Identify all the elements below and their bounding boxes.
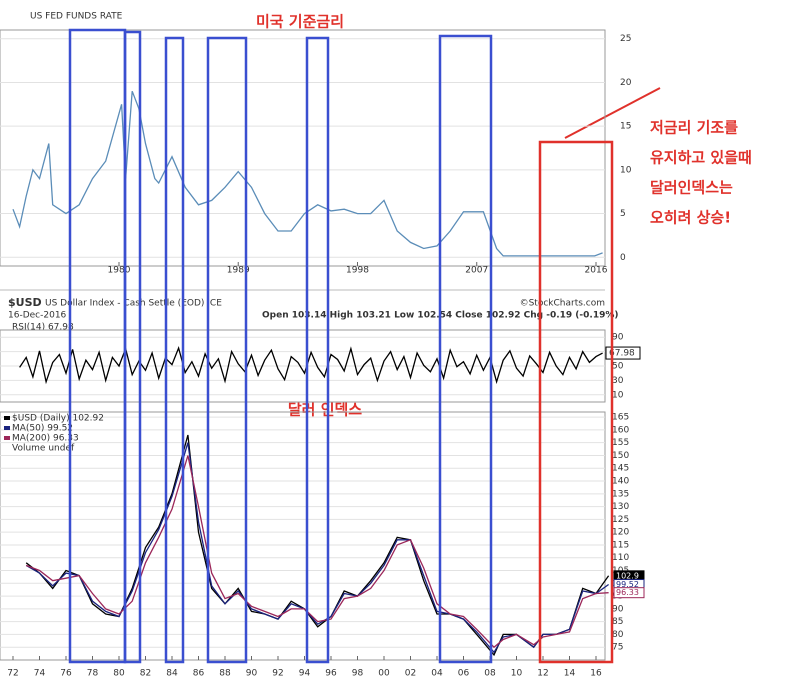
note-line: 오히려 상승! — [650, 209, 731, 227]
data-line — [25, 442, 609, 654]
legend-label: MA(200) 96.33 — [12, 434, 79, 444]
plot-frame — [0, 411, 606, 661]
period-box — [123, 30, 142, 664]
x-tick-label: 1989 — [227, 266, 250, 276]
data-line — [12, 90, 603, 257]
y-tick-label: 90 — [612, 604, 624, 614]
x-tick-label: 86 — [193, 669, 205, 679]
x-tick-label: 16 — [590, 669, 602, 679]
note-line: 저금리 기조를 — [650, 119, 738, 137]
y-tick-label: 75 — [612, 643, 623, 653]
y-tick-label: 115 — [612, 540, 629, 550]
x-tick-label: 74 — [34, 669, 46, 679]
y-tick-label: 5 — [620, 209, 626, 219]
y-tick-label: 90 — [612, 333, 624, 343]
legend-swatch — [4, 416, 10, 420]
x-tick-label: 88 — [219, 669, 231, 679]
y-tick-label: 145 — [612, 464, 629, 474]
end-label: 102.9 — [616, 571, 639, 580]
y-tick-label: 165 — [612, 413, 629, 423]
x-tick-label: 84 — [166, 669, 178, 679]
x-tick-label: 08 — [484, 669, 496, 679]
x-tick-label: 76 — [60, 669, 72, 679]
x-tick-label: 90 — [246, 669, 258, 679]
annotation: 미국 기준금리 — [256, 13, 344, 31]
x-tick-label: 00 — [378, 669, 390, 679]
legend-swatch — [4, 436, 10, 440]
end-label-box — [613, 587, 645, 599]
y-tick-label: 140 — [612, 477, 629, 487]
x-tick-label: 78 — [87, 669, 99, 679]
panel-title: $USD — [8, 296, 42, 309]
legend-swatch — [4, 426, 10, 430]
x-tick-label: 80 — [113, 669, 125, 679]
x-tick-label: 82 — [140, 669, 151, 679]
chart-title: US FED FUNDS RATE — [30, 12, 123, 22]
y-tick-label: 30 — [612, 376, 624, 386]
y-tick-label: 20 — [620, 78, 632, 88]
period-box — [206, 36, 248, 664]
y-tick-label: 130 — [612, 502, 629, 512]
x-tick-label: 1980 — [108, 266, 131, 276]
x-tick-label: 2007 — [465, 266, 488, 276]
arrow-line — [564, 87, 661, 139]
y-tick-label: 10 — [620, 165, 632, 175]
y-tick-label: 85 — [612, 617, 623, 627]
plot-frame — [0, 29, 606, 267]
period-box — [164, 36, 185, 664]
rsi-title: RSI(14) 67.98 — [12, 323, 74, 333]
value-label: 67.98 — [609, 349, 635, 359]
y-tick-label: 15 — [620, 122, 631, 132]
note-line: 유지하고 있을때 — [650, 149, 752, 167]
y-tick-label: 0 — [620, 253, 626, 263]
y-tick-label: 155 — [612, 438, 629, 448]
x-tick-label: 10 — [511, 669, 523, 679]
y-tick-label: 150 — [612, 451, 629, 461]
source: ©StockCharts.com — [520, 299, 605, 309]
y-tick-label: 125 — [612, 515, 629, 525]
legend-label: MA(50) 99.52 — [12, 424, 73, 434]
y-tick-label: 160 — [612, 425, 629, 435]
x-tick-label: 92 — [272, 669, 283, 679]
highlight-box — [538, 140, 614, 664]
x-tick-label: 94 — [299, 669, 311, 679]
period-box — [68, 28, 127, 664]
end-label: 99.52 — [616, 580, 639, 589]
y-tick-label: 50 — [612, 362, 624, 372]
x-tick-label: 12 — [537, 669, 548, 679]
note-line: 달러인덱스는 — [650, 179, 733, 197]
period-box — [438, 34, 493, 664]
end-label: 96.33 — [616, 588, 639, 597]
period-box — [305, 36, 330, 664]
y-tick-label: 135 — [612, 489, 629, 499]
y-tick-label: 10 — [612, 390, 624, 400]
x-tick-label: 72 — [7, 669, 18, 679]
x-tick-label: 1998 — [346, 266, 369, 276]
y-tick-label: 120 — [612, 528, 629, 538]
date: 16-Dec-2016 — [8, 311, 67, 321]
data-line — [19, 345, 603, 385]
x-tick-label: 06 — [458, 669, 470, 679]
x-tick-label: 02 — [405, 669, 416, 679]
legend-label: $USD (Daily) 102.92 — [12, 414, 104, 424]
x-tick-label: 2016 — [585, 266, 608, 276]
panel-subtitle: US Dollar Index - Cash Settle (EOD) ICE — [45, 299, 222, 309]
x-tick-label: 14 — [564, 669, 576, 679]
x-tick-label: 98 — [352, 669, 364, 679]
y-tick-label: 80 — [612, 630, 624, 640]
value-label-box — [605, 346, 641, 360]
y-tick-label: 25 — [620, 34, 631, 44]
y-tick-label: 110 — [612, 553, 629, 563]
data-line — [25, 455, 609, 649]
x-tick-label: 96 — [325, 669, 337, 679]
legend-note: Volume undef — [12, 444, 75, 454]
x-tick-label: 04 — [431, 669, 443, 679]
